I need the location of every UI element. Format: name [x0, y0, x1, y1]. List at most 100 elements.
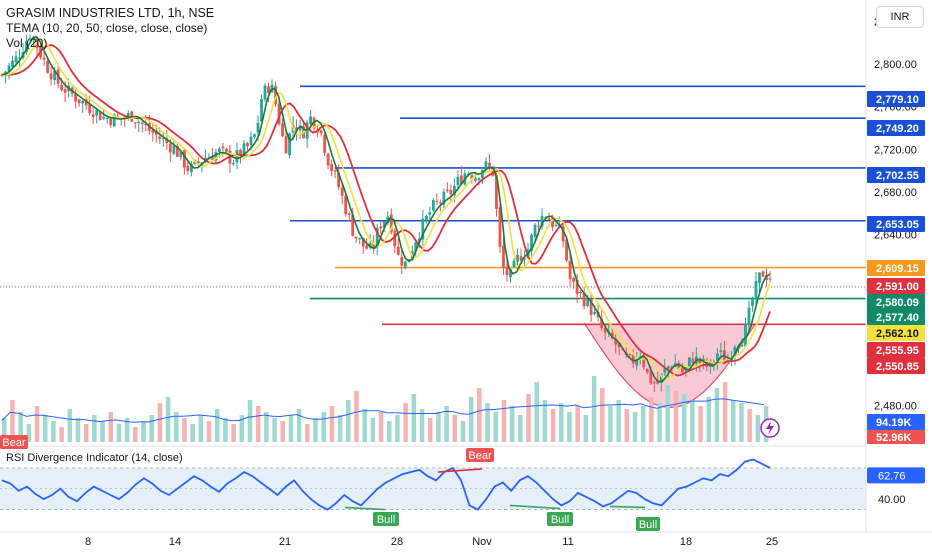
candle-body — [659, 373, 663, 383]
volume-bar — [550, 409, 556, 442]
candle-body — [445, 189, 449, 191]
volume-ma — [1, 398, 764, 423]
candle-body — [309, 116, 313, 124]
lightning-icon-glyph — [766, 421, 774, 435]
candle-body — [140, 122, 144, 124]
candle-body — [182, 150, 186, 168]
volume-bar — [329, 406, 335, 442]
candle-body — [358, 238, 362, 240]
candle-body — [98, 112, 102, 121]
candle-body — [263, 85, 267, 100]
bull-divergence-line — [609, 505, 646, 509]
bullish-label-bg — [373, 512, 399, 526]
time-tick-label: Nov — [472, 536, 492, 548]
volume-bar — [436, 412, 441, 442]
volume-bar — [190, 424, 195, 442]
candle-body — [768, 278, 772, 280]
bear-divergence-line — [437, 468, 483, 473]
candle-body — [365, 245, 369, 249]
candle-body — [442, 191, 446, 205]
candle-body — [593, 312, 597, 314]
candle-body — [382, 221, 386, 228]
candle-body — [417, 238, 421, 242]
candle-body — [428, 212, 432, 215]
candle-body — [589, 298, 593, 315]
candle-body — [687, 357, 691, 367]
candle-body — [225, 148, 228, 152]
candle-body — [740, 344, 744, 347]
volume-bar — [493, 412, 498, 442]
volume-bar — [239, 415, 245, 442]
candle-body — [25, 41, 28, 52]
volume-bar — [681, 394, 687, 442]
candle-body — [414, 241, 418, 252]
candle-body — [421, 218, 425, 240]
candle-body — [196, 161, 200, 164]
candle-body — [666, 366, 670, 369]
volume-bar — [223, 418, 228, 442]
candle-body — [765, 275, 768, 281]
volume-bar — [272, 418, 277, 442]
price-marker-bg — [867, 91, 925, 107]
candle-body — [351, 215, 355, 236]
volume-bar — [305, 424, 310, 442]
volume-bar — [264, 412, 269, 442]
time-tick-label: 8 — [85, 536, 91, 548]
candle-body — [218, 148, 221, 153]
candle-body — [165, 138, 169, 144]
candle-body — [389, 214, 393, 233]
candle-body — [281, 123, 284, 137]
volume-bar — [427, 418, 433, 442]
volume-bar — [124, 418, 130, 442]
candle-body — [14, 56, 18, 63]
price-marker-bg — [867, 358, 925, 374]
volume-bar — [83, 424, 89, 442]
volume-bar — [26, 424, 32, 442]
currency-selector[interactable]: INR — [876, 6, 924, 28]
candle-body — [723, 350, 726, 364]
bearish-label-bg — [0, 435, 28, 449]
candle-body — [715, 353, 719, 361]
candle-body — [579, 291, 583, 293]
rsi-tick-label: 40.00 — [878, 494, 906, 506]
volume-bar — [149, 415, 154, 442]
time-axis[interactable]: 8 14 21 28 Nov 11 18 25 — [0, 531, 932, 548]
candle-body — [488, 162, 491, 167]
candle-body — [547, 218, 551, 221]
volume-bar — [739, 403, 744, 442]
tema-legend[interactable]: TEMA (10, 20, 50, close, close, close) — [6, 21, 208, 35]
candle-body — [189, 164, 193, 173]
candle-body — [344, 195, 348, 215]
volume-bar — [411, 394, 417, 442]
candle-body — [246, 143, 249, 147]
candle-body — [267, 86, 270, 93]
candle-body — [102, 116, 106, 119]
price-tick-label: 2,480.00 — [874, 400, 917, 412]
volume-bar — [468, 397, 474, 442]
candle-body — [516, 254, 519, 262]
volume-bar — [108, 412, 113, 442]
candle-body — [561, 226, 565, 242]
candle-body — [211, 156, 214, 160]
candle-body — [393, 230, 397, 247]
candle-body — [758, 272, 761, 284]
rsi-value-badge — [867, 467, 925, 484]
price-marker-bg — [867, 325, 925, 341]
volume-marker-label: 94.19K — [876, 417, 912, 429]
volume-bar — [755, 415, 761, 442]
candle-body — [386, 216, 390, 224]
candle-body — [284, 136, 288, 154]
volume-bar — [616, 400, 621, 442]
candle-body — [361, 237, 365, 247]
volume-bar — [624, 409, 630, 442]
horizontal-levels[interactable] — [0, 85, 866, 326]
candle-body — [49, 73, 53, 80]
rsi-legend[interactable]: RSI Divergence Indicator (14, close) — [6, 452, 183, 464]
volume-bar — [403, 403, 408, 442]
time-tick-label: 28 — [391, 536, 403, 548]
volume-bar — [665, 385, 671, 442]
candle-body — [137, 122, 141, 124]
volume-legend[interactable]: Vol (20) — [6, 36, 48, 50]
